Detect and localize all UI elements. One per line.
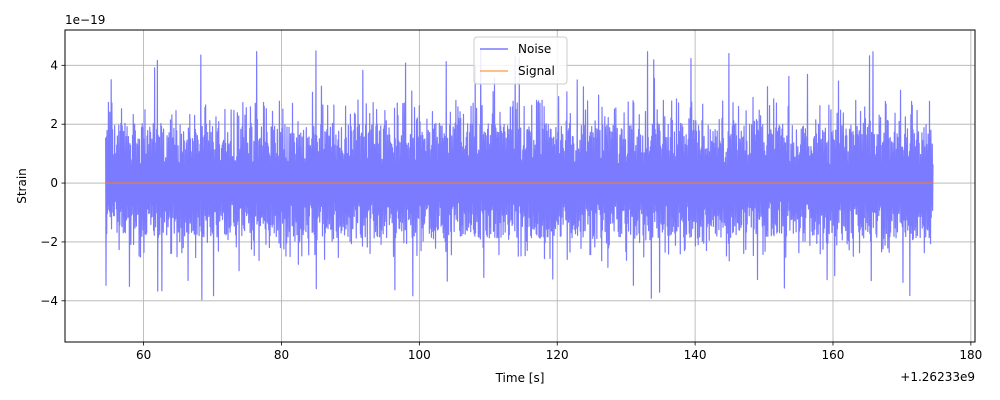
y-tick-label: −4 (40, 294, 58, 308)
y-tick-label: 2 (50, 117, 58, 131)
legend-label-noise: Noise (518, 42, 551, 56)
x-tick-label: 160 (822, 348, 845, 362)
x-tick-label: 80 (274, 348, 289, 362)
x-offset-label: +1.26233e9 (900, 370, 975, 384)
axis-ticks: 60 80 100 120 140 160 180 −4 −2 0 2 4 (40, 58, 982, 362)
y-axis-label: Strain (15, 168, 29, 204)
x-tick-label: 120 (546, 348, 569, 362)
x-tick-label: 180 (959, 348, 982, 362)
x-tick-label: 140 (684, 348, 707, 362)
y-multiplier-label: 1e−19 (65, 13, 105, 27)
x-axis-label: Time [s] (495, 371, 545, 385)
y-tick-label: 4 (50, 58, 58, 72)
x-tick-label: 100 (408, 348, 431, 362)
y-tick-label: −2 (40, 235, 58, 249)
legend-label-signal: Signal (518, 64, 555, 78)
x-tick-label: 60 (136, 348, 151, 362)
plot-frame (64, 29, 976, 343)
y-tick-label: 0 (50, 176, 58, 190)
legend: Noise Signal (473, 36, 568, 85)
